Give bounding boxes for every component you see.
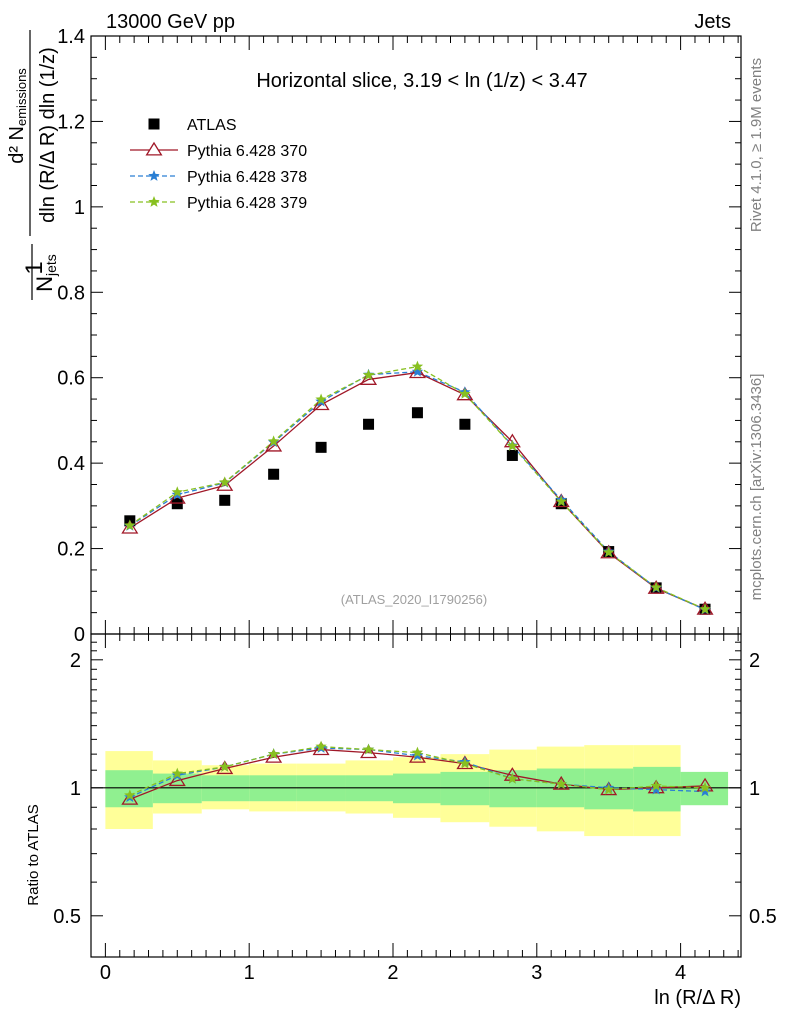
ylabel-emissions-sub: emissions xyxy=(14,68,29,126)
series-3-marker xyxy=(650,581,662,593)
ratio-band-inner xyxy=(440,771,490,806)
main-panel: 0 0.2 0.4 0.6 0.8 1 1.2 1.4 ATLAS Pythia 6.428 37… xyxy=(57,26,742,646)
ratio-marker-2 xyxy=(267,748,280,759)
main-y-tick-label: 0.6 xyxy=(57,368,85,390)
mcplots-reference-label: mcplots.cern.ch [arXiv:1306.3436] xyxy=(748,374,765,601)
ratio-plot-frame xyxy=(90,633,742,958)
analysis-watermark: (ATLAS_2020_I1790256) xyxy=(341,592,487,607)
ylabel-njets: N xyxy=(32,276,57,292)
ratio-marker-2 xyxy=(602,783,615,795)
series-3-marker xyxy=(699,603,711,615)
main-chart-title: Horizontal slice, 3.19 < ln (1/z) < 3.47 xyxy=(256,70,587,92)
main-y-axis-label: 1 N jets d² N emissions dln (R/Δ R) dln … xyxy=(6,30,59,300)
ratio-y-axis-label: Ratio to ATLAS xyxy=(25,804,42,905)
legend-label-2: Pythia 6.428 378 xyxy=(187,169,307,186)
series-3-marker xyxy=(219,476,231,488)
atlas-data-point xyxy=(459,418,471,430)
x-axis-label: ln (R/Δ R) xyxy=(654,987,741,1009)
ratio-marker-0 xyxy=(265,749,283,763)
atlas-data-point xyxy=(506,449,518,461)
ratio-y-tick-label: 0.5 xyxy=(53,906,81,928)
ylabel-numerator: d² N xyxy=(6,126,28,164)
ratio-marker-0 xyxy=(312,741,330,756)
header-right-label: Jets xyxy=(694,11,731,33)
series-3-marker xyxy=(459,387,471,399)
series-1-marker xyxy=(121,519,139,534)
series-1-marker xyxy=(168,489,186,504)
ratio-marker-0 xyxy=(121,790,139,805)
series-3-marker xyxy=(315,393,327,405)
x-tick-label: 1 xyxy=(244,962,255,984)
series-3-marker xyxy=(171,486,183,498)
ratio-marker-1 xyxy=(650,783,662,795)
atlas-data-point xyxy=(315,441,327,453)
main-y-tick-label: 0 xyxy=(74,624,85,646)
legend-marker-3 xyxy=(148,196,160,207)
atlas-data-point xyxy=(219,494,231,506)
ratio-marker-2 xyxy=(411,746,424,758)
series-1-marker xyxy=(312,396,330,411)
ratio-panel: 0.5 0.5 1 1 2 2 0 1 2 3 4 xyxy=(53,633,777,984)
legend-label-0: ATLAS xyxy=(187,117,237,134)
x-tick-label: 3 xyxy=(531,962,542,984)
ratio-y-tick-label-right: 1 xyxy=(749,778,760,800)
ratio-marker-0 xyxy=(408,749,426,763)
header-left-label: 13000 GeV pp xyxy=(106,11,235,33)
ratio-marker-2 xyxy=(171,767,183,779)
main-y-tick-label: 0.2 xyxy=(57,539,85,561)
ratio-marker-2 xyxy=(555,778,567,789)
atlas-data-point xyxy=(171,498,183,510)
ratio-marker-2 xyxy=(650,779,662,791)
series-3-marker xyxy=(267,435,280,447)
ratio-y-tick-label-right: 2 xyxy=(749,650,760,672)
legend-marker-2 xyxy=(148,170,160,181)
ratio-marker-2 xyxy=(362,743,375,755)
ratio-marker-0 xyxy=(647,779,665,794)
main-y-tick-label: 0.4 xyxy=(57,453,85,475)
ratio-y-tick-label: 2 xyxy=(70,650,81,672)
series-3-marker xyxy=(124,519,136,531)
main-y-tick-label: 1 xyxy=(74,197,85,219)
x-tick-label: 4 xyxy=(675,962,686,984)
ratio-marker-0 xyxy=(360,744,378,759)
ratio-marker-2 xyxy=(219,760,231,772)
ratio-marker-2 xyxy=(506,772,519,784)
atlas-data-point xyxy=(411,407,423,419)
legend-label-3: Pythia 6.428 379 xyxy=(187,195,307,212)
series-1-marker xyxy=(265,437,283,452)
ratio-marker-2 xyxy=(699,781,711,793)
main-y-tick-label: 1.2 xyxy=(57,111,85,133)
series-3-marker xyxy=(506,440,519,451)
series-1-marker xyxy=(360,371,378,385)
ratio-marker-0 xyxy=(216,760,234,775)
atlas-data-point xyxy=(268,468,280,480)
ratio-marker-2 xyxy=(124,789,136,801)
labels-layer: 13000 GeV pp Jets Horizontal slice, 3.19… xyxy=(6,11,765,1009)
x-tick-label: 2 xyxy=(387,962,398,984)
ylabel-denominator: dln (R/Δ R) dln (1/z) xyxy=(37,47,59,223)
rivet-version-label: Rivet 4.1.0, ≥ 1.9M events xyxy=(748,58,765,232)
ratio-y-tick-label: 1 xyxy=(70,778,81,800)
series-3-marker xyxy=(411,360,424,372)
series-3-marker xyxy=(602,546,615,558)
ratio-marker-2 xyxy=(459,757,471,769)
series-1-marker xyxy=(216,477,234,491)
series-2-marker xyxy=(411,365,424,377)
legend-marker-1 xyxy=(145,141,163,156)
series-3-marker xyxy=(555,495,567,507)
x-tick-label: 0 xyxy=(100,962,111,984)
ylabel-one: 1 xyxy=(21,261,48,274)
legend-marker-atlas xyxy=(148,118,160,130)
series-3-marker xyxy=(362,369,375,381)
ylabel-njets-sub: jets xyxy=(43,254,59,277)
ratio-marker-0 xyxy=(168,772,186,787)
ratio-marker-2 xyxy=(315,740,327,752)
ratio-y-tick-label-right: 0.5 xyxy=(749,906,777,928)
main-y-tick-label: 0.8 xyxy=(57,282,85,304)
main-y-tick-label: 1.4 xyxy=(57,26,85,48)
atlas-data-point xyxy=(363,418,375,430)
legend-label-1: Pythia 6.428 370 xyxy=(187,143,307,160)
ratio-marker-1 xyxy=(699,785,711,797)
